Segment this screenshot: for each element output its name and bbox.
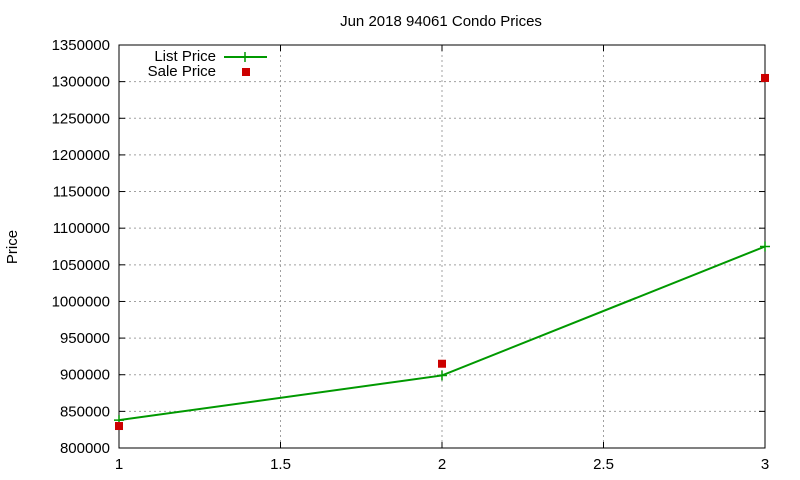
y-tick-label: 1100000 <box>53 220 110 237</box>
x-tick-label: 2.5 <box>593 456 614 473</box>
x-tick-label: 3 <box>761 456 769 473</box>
legend: List Price Sale Price <box>148 48 267 80</box>
y-axis-label: Price <box>4 230 21 264</box>
y-tick-label: 1200000 <box>52 147 110 164</box>
list-price-point <box>437 370 447 381</box>
x-tick-label: 1.5 <box>270 456 291 473</box>
axis-ticks: 8000008500009000009500001000000105000011… <box>52 37 770 473</box>
list-price-point <box>760 241 770 252</box>
chart-title: Jun 2018 94061 Condo Prices <box>340 13 542 30</box>
y-tick-label: 800000 <box>60 440 110 457</box>
y-tick-label: 1050000 <box>52 257 110 274</box>
sale-price-point <box>761 73 769 82</box>
y-tick-label: 900000 <box>60 367 110 384</box>
sale-price-point <box>115 422 123 431</box>
legend-label-sale-price: Sale Price <box>148 63 216 80</box>
series-line-list-price <box>118 245 766 422</box>
x-tick-label: 1 <box>115 456 123 473</box>
y-tick-label: 1000000 <box>52 293 110 310</box>
y-tick-label: 950000 <box>60 330 110 347</box>
y-tick-label: 1350000 <box>52 37 110 54</box>
legend-label-list-price: List Price <box>154 48 216 65</box>
y-tick-label: 850000 <box>60 403 110 420</box>
y-tick-label: 1250000 <box>52 110 110 127</box>
grid <box>119 45 765 448</box>
sale-price-point <box>438 359 446 368</box>
legend-marker-list-price <box>240 52 250 62</box>
y-tick-label: 1150000 <box>53 184 110 201</box>
y-tick-label: 1300000 <box>52 74 110 91</box>
x-tick-label: 2 <box>438 456 446 473</box>
legend-swatch-sale-price <box>242 68 250 76</box>
series <box>114 73 770 431</box>
